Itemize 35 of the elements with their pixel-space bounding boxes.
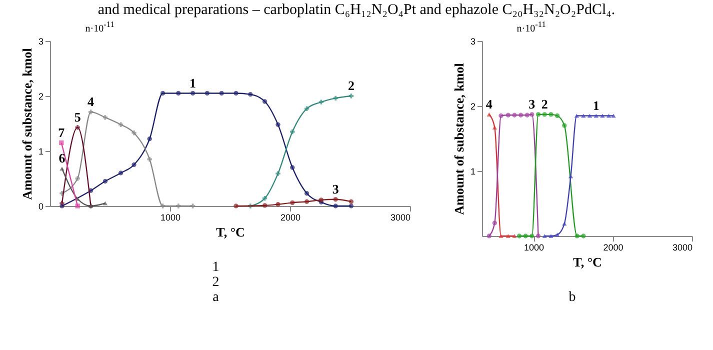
series-label: 1 xyxy=(190,75,196,90)
y-axis-title: Amount of substance, kmol xyxy=(20,48,35,200)
text: a xyxy=(212,290,219,305)
y-tick-label: 2 xyxy=(470,102,476,112)
series-label: 2 xyxy=(541,96,548,112)
x-tick-label: 1000 xyxy=(160,212,181,222)
series-label: 2 xyxy=(348,78,355,93)
text: 2 xyxy=(212,275,220,290)
text: b xyxy=(568,290,576,305)
series-label: 1 xyxy=(592,98,600,113)
y-tick-label: 1 xyxy=(38,146,44,156)
series-label: 4 xyxy=(88,94,95,109)
text: n·10$^{-11}$ xyxy=(516,20,546,34)
x-tick-label: 2000 xyxy=(602,242,624,252)
series-label: 3 xyxy=(332,181,340,196)
x-tick-label: 2000 xyxy=(280,212,301,222)
text: 1 xyxy=(212,260,220,275)
series-label: 7 xyxy=(58,124,66,140)
y-tick-label: 0 xyxy=(38,202,44,212)
series-label: 6 xyxy=(59,150,66,166)
y-tick-label: 3 xyxy=(38,36,44,46)
y-tick-label: 2 xyxy=(38,92,44,102)
x-axis-title: T, °C xyxy=(216,224,246,240)
x-tick-label: 3000 xyxy=(390,212,411,222)
series-label: 3 xyxy=(528,96,536,112)
y-axis-title: Amount of substance, kmol xyxy=(451,62,466,215)
series-label: 4 xyxy=(486,96,493,112)
x-tick-label: 1000 xyxy=(524,242,544,252)
chart-title: and medical preparations – carboplatin C₆H₁₂N₂O₄Pt and ephazole C₂₀H₃₂N₂O₂PdCl₄. xyxy=(96,1,616,20)
y-tick-label: 3 xyxy=(470,36,476,46)
series-label: 5 xyxy=(74,109,82,124)
x-tick-label: 3000 xyxy=(672,242,692,252)
y-tick-label: 1 xyxy=(470,166,476,176)
text: n·10$^{-11}$ xyxy=(85,20,114,34)
x-axis-title: T, °C xyxy=(572,254,602,270)
